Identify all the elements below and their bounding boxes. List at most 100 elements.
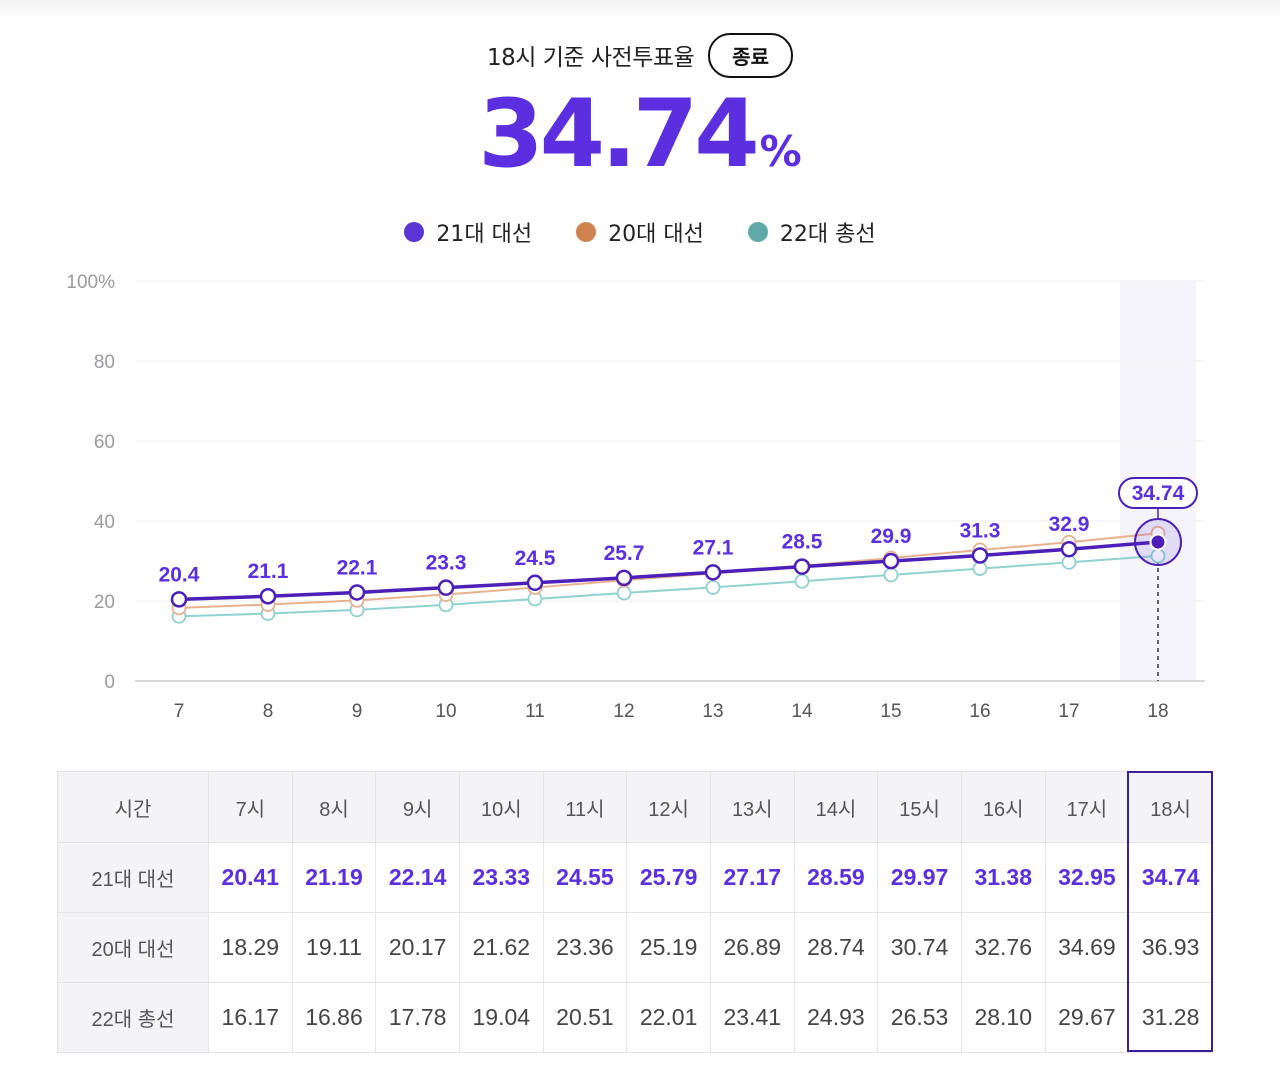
table-cell: 28.74: [793, 912, 879, 983]
table-cell: 24.93: [793, 982, 879, 1053]
table-row-21: 21대 대선 20.41 21.19 22.14 23.33 24.55 25.…: [57, 842, 1213, 913]
table-cell: 34.69: [1044, 912, 1130, 983]
series-point: [616, 585, 632, 601]
x-tick-label: 10: [435, 701, 456, 722]
series-point: [1060, 540, 1078, 558]
status-badge: 종료: [708, 32, 793, 78]
x-tick-label: 18: [1147, 701, 1168, 722]
data-label: 20.4: [159, 563, 200, 586]
table-header-row: 시간 7시 8시 9시 10시 11시 12시 13시 14시 15시 16시 …: [57, 771, 1213, 843]
table-cell: 31.38: [960, 842, 1046, 913]
legend-label-22: 22대 총선: [779, 222, 876, 247]
table-cell: 22.01: [626, 982, 711, 1053]
y-tick-label: 100%: [66, 272, 115, 293]
table-corner: 시간: [57, 771, 209, 843]
table-hour: 7시: [208, 771, 293, 843]
data-label: 21.1: [248, 560, 289, 583]
legend-dot-20: [576, 222, 597, 242]
series-line-2: [178, 554, 1159, 618]
table-cell: 32.95: [1044, 842, 1130, 913]
row-label-21: 21대 대선: [57, 842, 209, 913]
highlight-callout: 34.74: [1118, 477, 1198, 520]
table-hour: 14시: [793, 771, 879, 843]
legend-item-22[interactable]: 22대 총선: [747, 216, 876, 248]
series-line-1: [178, 532, 1159, 609]
table-cell: 26.89: [709, 912, 795, 983]
y-tick-label: 20: [94, 592, 115, 613]
series-point: [793, 558, 811, 575]
turnout-line-chart: 0 20 40 60 80 100% 7 8 9 10 11 12 13 14 15 16 17 18 20.4 21…: [66, 272, 1205, 722]
table-cell: 31.28: [1128, 982, 1213, 1053]
data-label: 34.74: [1132, 482, 1185, 505]
data-label: 24.5: [515, 547, 556, 570]
series-point: [1061, 554, 1077, 570]
table-cell: 23.41: [709, 982, 795, 1053]
turnout-table: 시간 7시 8시 9시 10시 11시 12시 13시 14시 15시 16시 …: [57, 771, 1213, 1053]
series-point: [437, 579, 455, 596]
table-cell: 23.36: [542, 912, 628, 983]
table-cell: 28.10: [960, 982, 1046, 1053]
table-cell: 36.93: [1128, 912, 1213, 983]
data-label: 32.9: [1049, 513, 1090, 536]
series-point: [526, 574, 544, 592]
x-tick-label: 12: [613, 701, 634, 722]
series-point: [704, 564, 722, 581]
chart-legend: 21대 대선 20대 대선 22대 총선: [0, 212, 1280, 252]
series-point: [1149, 533, 1167, 551]
table-cell: 23.33: [458, 842, 544, 913]
table-hour: 10시: [458, 771, 544, 843]
table-cell: 24.55: [542, 842, 628, 913]
data-label: 22.1: [337, 556, 378, 579]
table-cell: 28.59: [793, 842, 879, 913]
series-point: [348, 584, 366, 601]
series-point: [615, 569, 633, 587]
table-cell: 30.74: [877, 912, 962, 983]
table-cell: 18.29: [208, 912, 293, 983]
table-cell: 26.53: [877, 982, 962, 1053]
table-hour: 8시: [291, 771, 377, 843]
table-cell: 25.79: [626, 842, 711, 913]
table-cell: 19.11: [291, 912, 377, 983]
data-label: 27.1: [693, 536, 734, 559]
table-cell: 20.51: [542, 982, 628, 1053]
table-cell: 17.78: [375, 982, 460, 1053]
legend-label-20: 20대 대선: [608, 222, 704, 247]
series-point: [971, 547, 989, 564]
table-cell: 21.19: [291, 842, 377, 913]
data-label: 25.7: [604, 542, 645, 565]
legend-item-20[interactable]: 20대 대선: [576, 216, 704, 248]
series-point: [882, 552, 900, 570]
table-cell: 27.17: [709, 842, 795, 913]
legend-item-21[interactable]: 21대 대선: [404, 216, 532, 248]
turnout-number: 34.74: [478, 80, 759, 189]
table-hour: 15시: [877, 771, 962, 843]
table-hour: 12시: [626, 771, 711, 843]
legend-dot-22: [747, 222, 768, 242]
series-point: [972, 561, 988, 577]
table-cell: 19.04: [458, 982, 544, 1053]
y-tick-label: 40: [94, 512, 115, 533]
x-tick-label: 7: [174, 701, 185, 722]
table-cell: 16.17: [208, 982, 293, 1053]
table-cell: 29.67: [1044, 982, 1130, 1053]
table-cell: 21.62: [458, 912, 544, 983]
x-tick-label: 15: [880, 701, 901, 722]
y-tick-label: 60: [94, 432, 115, 453]
row-label-22: 22대 총선: [57, 982, 209, 1053]
table-row-20: 20대 대선 18.29 19.11 20.17 21.62 23.36 25.…: [57, 912, 1213, 983]
table-hour: 9시: [375, 771, 460, 843]
table-hour: 17시: [1044, 771, 1130, 843]
series-point: [883, 567, 899, 583]
table-cell: 34.74: [1128, 842, 1213, 913]
x-tick-label: 13: [702, 701, 723, 722]
data-label: 31.3: [960, 519, 1001, 542]
legend-dot-21: [404, 222, 425, 242]
table-hour: 18시: [1128, 771, 1213, 843]
top-shadow: [0, 0, 1280, 18]
data-label: 29.9: [871, 525, 912, 548]
y-tick-label: 80: [94, 352, 115, 373]
legend-label-21: 21대 대선: [436, 222, 533, 247]
page-title: 18시 기준 사전투표율: [487, 45, 695, 71]
table-cell: 22.14: [375, 842, 460, 913]
series-line-0: [178, 540, 1159, 602]
